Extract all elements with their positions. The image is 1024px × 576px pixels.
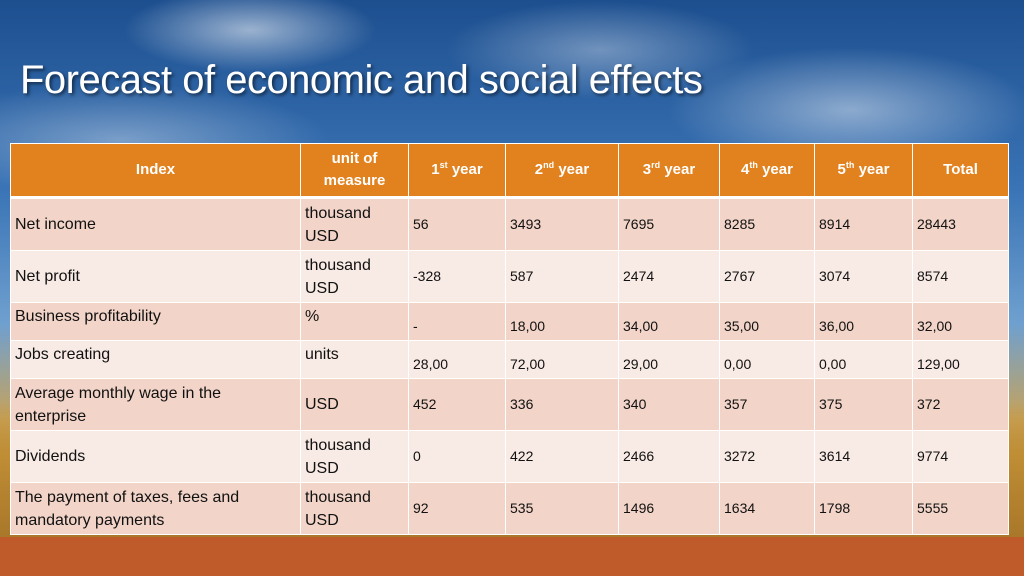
- row-index: Business profitability: [10, 302, 301, 341]
- cell-total: 372: [912, 378, 1009, 431]
- cell-year-5: 375: [814, 378, 913, 431]
- table-row: The payment of taxes, fees and mandatory…: [10, 482, 1009, 535]
- row-unit: %: [300, 302, 409, 341]
- row-unit: USD: [300, 378, 409, 431]
- cell-year-1: -: [408, 302, 506, 341]
- row-unit: thousand USD: [300, 430, 409, 483]
- row-index: Average monthly wage in the enterprise: [10, 378, 301, 431]
- cell-year-1: -328: [408, 250, 506, 303]
- cell-year-5: 1798: [814, 482, 913, 535]
- cell-year-4: 1634: [719, 482, 815, 535]
- header-year-2: 2nd year: [505, 143, 619, 199]
- cell-year-3: 2466: [618, 430, 720, 483]
- cell-year-2: 587: [505, 250, 619, 303]
- row-index: Jobs creating: [10, 340, 301, 379]
- cell-year-1: 0: [408, 430, 506, 483]
- cell-year-3: 340: [618, 378, 720, 431]
- cell-year-4: 3272: [719, 430, 815, 483]
- row-index: Net profit: [10, 250, 301, 303]
- row-index: The payment of taxes, fees and mandatory…: [10, 482, 301, 535]
- cell-year-3: 34,00: [618, 302, 720, 341]
- cell-year-2: 72,00: [505, 340, 619, 379]
- table-row: Average monthly wage in the enterprise U…: [10, 378, 1009, 431]
- cell-year-1: 92: [408, 482, 506, 535]
- cell-year-3: 7695: [618, 197, 720, 251]
- cell-year-4: 357: [719, 378, 815, 431]
- cell-total: 28443: [912, 197, 1009, 251]
- header-index: Index: [10, 143, 301, 199]
- cell-year-5: 36,00: [814, 302, 913, 341]
- header-year-1: 1st year: [408, 143, 506, 199]
- cell-year-2: 18,00: [505, 302, 619, 341]
- cell-year-3: 29,00: [618, 340, 720, 379]
- cell-year-4: 8285: [719, 197, 815, 251]
- cell-year-2: 336: [505, 378, 619, 431]
- cell-year-1: 28,00: [408, 340, 506, 379]
- cell-year-1: 56: [408, 197, 506, 251]
- header-row: Index unit of measure 1st year 2nd year …: [10, 143, 1009, 199]
- table-row: Net profit thousand USD -328 587 2474 27…: [10, 250, 1009, 303]
- cell-total: 32,00: [912, 302, 1009, 341]
- table-row: Business profitability % - 18,00 34,00 3…: [10, 302, 1009, 341]
- cell-year-4: 2767: [719, 250, 815, 303]
- header-year-4: 4th year: [719, 143, 815, 199]
- slide-title: Forecast of economic and social effects: [20, 58, 703, 102]
- bottom-band: [0, 537, 1024, 576]
- cell-year-5: 8914: [814, 197, 913, 251]
- table-row: Dividends thousand USD 0 422 2466 3272 3…: [10, 430, 1009, 483]
- row-unit: units: [300, 340, 409, 379]
- cell-year-4: 35,00: [719, 302, 815, 341]
- cell-year-5: 3074: [814, 250, 913, 303]
- cell-year-5: 0,00: [814, 340, 913, 379]
- header-total: Total: [912, 143, 1009, 199]
- cell-total: 129,00: [912, 340, 1009, 379]
- row-index: Net income: [10, 197, 301, 251]
- row-unit: thousand USD: [300, 250, 409, 303]
- table-row: Jobs creating units 28,00 72,00 29,00 0,…: [10, 340, 1009, 379]
- cell-total: 9774: [912, 430, 1009, 483]
- cell-year-1: 452: [408, 378, 506, 431]
- cell-year-2: 422: [505, 430, 619, 483]
- forecast-table: Index unit of measure 1st year 2nd year …: [10, 143, 1009, 535]
- cell-year-2: 535: [505, 482, 619, 535]
- row-unit: thousand USD: [300, 197, 409, 251]
- row-unit: thousand USD: [300, 482, 409, 535]
- row-index: Dividends: [10, 430, 301, 483]
- cell-year-2: 3493: [505, 197, 619, 251]
- cell-year-5: 3614: [814, 430, 913, 483]
- header-year-5: 5th year: [814, 143, 913, 199]
- cell-total: 8574: [912, 250, 1009, 303]
- header-unit: unit of measure: [300, 143, 409, 199]
- cell-total: 5555: [912, 482, 1009, 535]
- header-year-3: 3rd year: [618, 143, 720, 199]
- cell-year-3: 1496: [618, 482, 720, 535]
- table-row: Net income thousand USD 56 3493 7695 828…: [10, 197, 1009, 251]
- cell-year-3: 2474: [618, 250, 720, 303]
- cell-year-4: 0,00: [719, 340, 815, 379]
